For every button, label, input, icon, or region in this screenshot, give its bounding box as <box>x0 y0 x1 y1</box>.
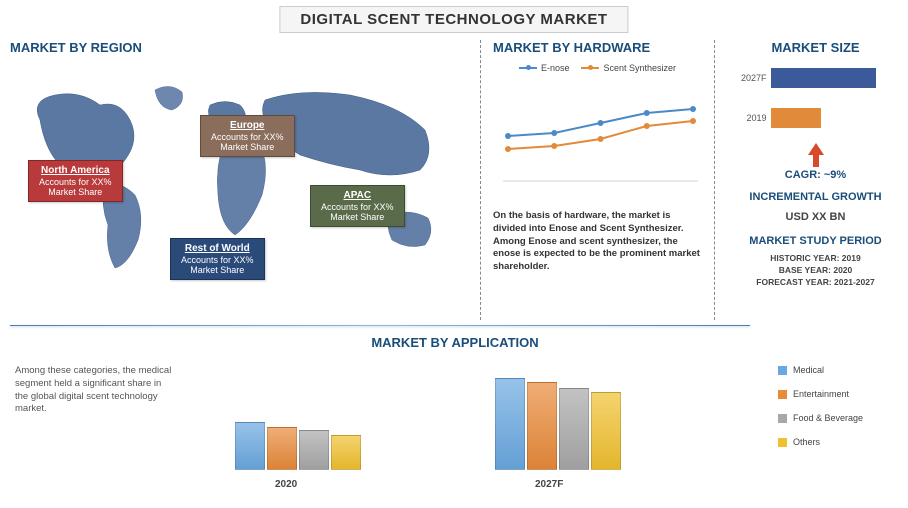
divider <box>10 325 750 326</box>
main-title: DIGITAL SCENT TECHNOLOGY MARKET <box>279 6 628 33</box>
region-box: EuropeAccounts for XX%Market Share <box>200 115 295 157</box>
region-section: MARKET BY REGION North AmericaAccounts f… <box>10 40 460 290</box>
size-bar-chart: 2027F2019 <box>736 63 896 143</box>
hardware-line-chart <box>493 81 703 191</box>
hardware-title: MARKET BY HARDWARE <box>493 40 702 55</box>
application-section: MARKET BY APPLICATION Among these catego… <box>10 335 898 500</box>
study-period-title: MARKET STUDY PERIOD <box>733 235 898 247</box>
cagr-text: CAGR: ~9% <box>733 169 898 181</box>
size-section: MARKET SIZE 2027F2019 CAGR: ~9% INCREMEN… <box>733 40 898 320</box>
usd-value: USD XX BN <box>733 211 898 223</box>
application-description: Among these categories, the medical segm… <box>15 365 175 416</box>
incremental-growth-label: INCREMENTAL GROWTH <box>733 191 898 203</box>
hardware-description: On the basis of hardware, the market is … <box>493 210 702 274</box>
region-title: MARKET BY REGION <box>10 40 460 55</box>
hardware-legend: .lmark[style*='#4a8ac8']::after{backgrou… <box>493 63 702 73</box>
arrow-up-icon <box>806 141 826 169</box>
region-box: Rest of WorldAccounts for XX%Market Shar… <box>170 238 265 280</box>
application-title: MARKET BY APPLICATION <box>195 335 715 350</box>
application-legend: MedicalEntertainmentFood & BeverageOther… <box>778 365 898 461</box>
region-box: North AmericaAccounts for XX%Market Shar… <box>28 160 123 202</box>
size-title: MARKET SIZE <box>733 40 898 55</box>
study-period-lines: HISTORIC YEAR: 2019BASE YEAR: 2020FORECA… <box>733 253 898 289</box>
application-bar-chart: 20202027F <box>195 357 715 492</box>
region-box: APACAccounts for XX%Market Share <box>310 185 405 227</box>
hardware-section: MARKET BY HARDWARE .lmark[style*='#4a8ac… <box>480 40 715 320</box>
